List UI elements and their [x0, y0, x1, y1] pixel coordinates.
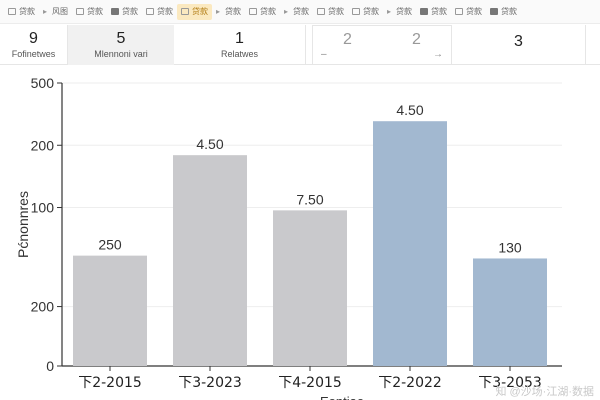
- toolbar-item-label: 贷款: [328, 7, 344, 16]
- arrow-icon: ▸: [43, 7, 48, 16]
- data-label-2: 7.50: [296, 191, 323, 207]
- toolbar-item-7[interactable]: 贷款: [245, 4, 280, 20]
- bar-3: [373, 121, 447, 366]
- y-tick-label: 100: [31, 200, 55, 216]
- toolbar-item-label: 贷款: [431, 7, 447, 16]
- bar-chart: 0 200 100 200 500 250 下2-2015 4.50 下3-2023 7.50 下4…: [15, 75, 562, 400]
- y-tick-label: 200: [31, 137, 55, 153]
- y-tick-label: 0: [46, 358, 54, 374]
- toolbar-item-label: 贷款: [260, 7, 276, 16]
- toolbar-item-label: 贷款: [122, 7, 138, 16]
- toolbar-item-14[interactable]: 贷款: [486, 4, 521, 20]
- stat-value: 3: [514, 33, 523, 50]
- toolbar-item-label: 贷款: [157, 7, 173, 16]
- stat-card-1[interactable]: 5 Mlennoni vari: [68, 25, 174, 65]
- x-tick-label-0: 下2-2015: [78, 375, 142, 391]
- stat-card-0[interactable]: 9 Fofinetwes: [0, 25, 68, 65]
- stat-value: 9: [29, 30, 38, 47]
- stat-label: Relatwes: [220, 49, 258, 59]
- x-tick-label-1: 下3-2023: [178, 375, 242, 391]
- grid-icon: [317, 8, 325, 15]
- toolbar-item-label: 贷款: [225, 7, 241, 16]
- toolbar-item-label: 贷款: [192, 7, 208, 16]
- grid-icon: [76, 8, 84, 15]
- bar-4: [473, 258, 547, 366]
- x-axis-title: Eontiae: [320, 394, 364, 400]
- toolbar-item-11[interactable]: ▸ 贷款: [383, 4, 416, 20]
- toolbar-item-2[interactable]: 贷款: [72, 4, 107, 20]
- stats-row: 9 Fofinetwes 5 Mlennoni vari 1 Relatwes …: [0, 25, 600, 65]
- bar-1: [173, 155, 247, 366]
- toolbar-item-label: 贷款: [19, 7, 35, 16]
- bar-0: [73, 255, 147, 366]
- stat-value-pair: 2 2: [313, 31, 451, 49]
- grid-icon: [352, 8, 360, 15]
- fill-icon: [111, 8, 119, 15]
- toolbar-item-0[interactable]: 贷款: [4, 4, 39, 20]
- toolbar-item-label: 贷款: [363, 7, 379, 16]
- toolbar-item-label: 贷款: [293, 7, 309, 16]
- toolbar-item-label: 贷款: [87, 7, 103, 16]
- toolbar-item-label: 风图: [52, 7, 68, 16]
- data-label-0: 250: [98, 237, 122, 253]
- toolbar-item-4[interactable]: 贷款: [142, 4, 177, 20]
- grid-icon: [146, 8, 154, 15]
- fill-icon: [490, 8, 498, 15]
- stat-label: Mlennoni vari: [94, 49, 148, 59]
- stat-label-pair: – →: [313, 49, 451, 61]
- toolbar-item-label: 贷款: [501, 7, 517, 16]
- toolbar-item-label: 贷款: [396, 7, 412, 16]
- stat-label: Fofinetwes: [11, 49, 56, 59]
- stat-value: 5: [116, 30, 126, 47]
- grid-icon: [249, 8, 257, 15]
- data-label-3: 4.50: [396, 102, 423, 118]
- toolbar-item-5[interactable]: 贷款: [177, 3, 212, 20]
- y-tick-label: 500: [31, 75, 55, 91]
- fill-icon: [420, 8, 428, 15]
- arrow-icon: ▸: [216, 7, 221, 16]
- watermark: 知 @沙场·江湖·数据: [495, 386, 594, 398]
- x-tick-label-2: 下4-2015: [278, 375, 342, 391]
- arrow-icon: ▸: [284, 7, 289, 16]
- toolbar-item-10[interactable]: 贷款: [348, 4, 383, 20]
- stat-card-4[interactable]: 3: [452, 25, 586, 65]
- stat-card-2[interactable]: 1 Relatwes: [174, 25, 306, 65]
- toolbar-item-label: 贷款: [466, 7, 482, 16]
- grid-icon: [181, 8, 189, 15]
- arrow-right-icon[interactable]: →: [433, 49, 443, 60]
- arrow-icon: ▸: [387, 7, 392, 16]
- stat-value: 1: [235, 30, 244, 47]
- data-label-1: 4.50: [196, 136, 223, 152]
- toolbar-item-1[interactable]: ▸ 风图: [39, 4, 72, 20]
- bar-2: [273, 210, 347, 366]
- toolbar-item-13[interactable]: 贷款: [451, 4, 486, 20]
- toolbar: 贷款 ▸ 风图 贷款 贷款 贷款 贷款 ▸ 贷款 贷款 ▸ 贷款 贷款 贷款 ▸ 贷款 贷款 贷款 贷款: [0, 0, 600, 24]
- x-tick-label-4: 下3-2053: [478, 375, 542, 391]
- toolbar-item-3[interactable]: 贷款: [107, 4, 142, 20]
- grid-icon: [455, 8, 463, 15]
- stat-value-b: 2: [412, 31, 421, 48]
- dash-icon: –: [321, 49, 327, 60]
- toolbar-item-6[interactable]: ▸ 贷款: [212, 4, 245, 20]
- data-label-4: 130: [498, 239, 522, 255]
- grid-icon: [8, 8, 16, 15]
- toolbar-item-9[interactable]: 贷款: [313, 4, 348, 20]
- y-tick-label: 200: [31, 299, 55, 315]
- toolbar-item-12[interactable]: 贷款: [416, 4, 451, 20]
- stat-card-3[interactable]: 2 2 – →: [312, 25, 452, 65]
- stat-value-a: 2: [343, 31, 352, 48]
- x-tick-label-3: 下2-2022: [378, 375, 442, 391]
- toolbar-item-8[interactable]: ▸ 贷款: [280, 4, 313, 20]
- y-axis-title: Pćnonnres: [15, 191, 31, 258]
